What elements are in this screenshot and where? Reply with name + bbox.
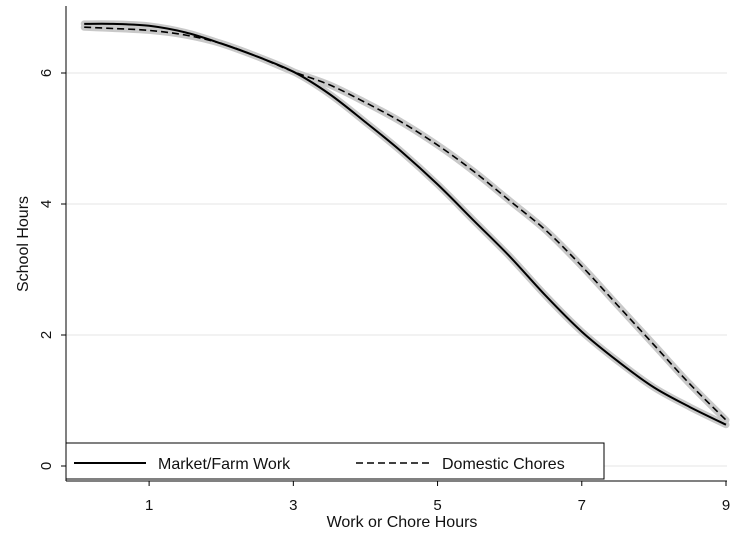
axes (61, 6, 727, 486)
x-axis-title: Work or Chore Hours (327, 514, 478, 531)
series-line-domestic-chores (84, 26, 727, 421)
grid-lines (66, 72, 727, 467)
series-line-market-farm-work (84, 22, 727, 426)
y-tick-label-0: 0 (38, 462, 55, 470)
y-tick-label-4: 4 (38, 200, 55, 208)
x-tick-label-3: 3 (289, 497, 297, 514)
confidence-bands (80, 20, 730, 429)
x-tick-label-9: 9 (722, 497, 730, 514)
legend-label-domestic-chores: Domestic Chores (442, 456, 565, 473)
y-axis-title: School Hours (15, 196, 32, 292)
confidence-band-market-farm-work (80, 20, 730, 429)
y-tick-label-6: 6 (38, 69, 55, 77)
tick-labels: 0 2 4 6 1 3 5 7 9 (38, 69, 730, 514)
confidence-band-domestic-chores (80, 23, 730, 424)
series-lines (84, 22, 727, 426)
x-tick-label-7: 7 (578, 497, 586, 514)
x-tick-label-1: 1 (145, 497, 153, 514)
x-tick-label-5: 5 (433, 497, 441, 514)
y-tick-label-2: 2 (38, 331, 55, 339)
legend-box (65, 442, 605, 480)
legend-label-market-farm-work: Market/Farm Work (158, 456, 291, 473)
legend: Market/Farm Work Domestic Chores (65, 442, 605, 480)
